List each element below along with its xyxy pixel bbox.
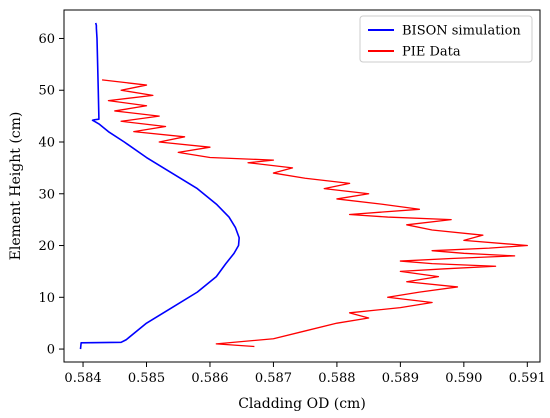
plot-layer [79,22,528,350]
axis-layer: 0.584 0.585 0.586 0.587 0.588 0.589 0.590 0.591… [38,9,546,386]
plot-frame [63,9,541,363]
y-tick-label: 0 [47,343,55,358]
x-tick-label: 0.589 [382,371,419,386]
x-tick-label: 0.585 [128,371,165,386]
x-tick-label: 0.586 [191,371,228,386]
y-tick-label: 50 [38,84,55,99]
series-line-bison-simulation [79,22,240,350]
y-tick-label: 10 [38,291,55,306]
legend-label: BISON simulation [402,24,521,39]
legend-label: PIE Data [402,45,461,60]
y-tick-label: 60 [38,32,55,47]
x-tick-label: 0.587 [255,371,292,386]
x-tick-label: 0.591 [509,371,546,386]
x-tick-label: 0.584 [64,371,101,386]
y-tick-label: 30 [38,187,55,202]
legend-box [359,15,533,63]
y-axis-title: Element Height (cm) [8,112,24,261]
y-tick-label: 20 [38,239,55,254]
y-tick-label: 40 [38,136,55,151]
x-tick-label: 0.590 [445,371,482,386]
x-tick-label: 0.588 [318,371,355,386]
x-axis-title: Cladding OD (cm) [238,396,366,412]
series-line-pie-data [102,79,528,348]
label-layer: Cladding OD (cm) Element Height (cm) [8,112,366,412]
legend: BISON simulation PIE Data [359,15,533,63]
